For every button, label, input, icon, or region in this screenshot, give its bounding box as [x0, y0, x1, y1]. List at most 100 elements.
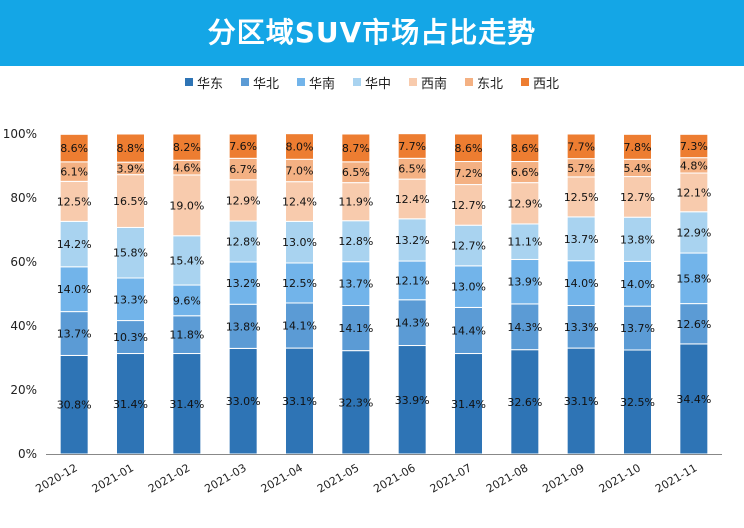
data-label: 8.6% [60, 142, 88, 155]
bar-segment [285, 220, 314, 264]
data-label: 12.5% [282, 277, 317, 290]
bar-segment [566, 260, 596, 307]
y-tick-label: 80% [10, 191, 37, 205]
data-label: 12.1% [676, 186, 711, 199]
data-label: 8.2% [173, 141, 201, 154]
data-label: 13.3% [564, 321, 599, 334]
legend-swatch [465, 78, 474, 86]
bar-segment [228, 133, 258, 159]
legend-swatch [296, 78, 305, 86]
data-label: 7.7% [398, 140, 426, 153]
bar-segment [172, 174, 202, 237]
data-label: 14.3% [507, 321, 542, 334]
data-label: 14.1% [282, 320, 317, 333]
data-label: 31.4% [169, 398, 204, 411]
data-label: 13.2% [395, 234, 430, 247]
data-label: 7.7% [567, 140, 595, 153]
title-banner [0, 0, 744, 66]
legend-label: 西南 [421, 76, 448, 92]
bar-segment [566, 133, 596, 160]
data-label: 14.0% [57, 283, 92, 296]
bar-segment [285, 302, 314, 349]
legend-label: 华北 [252, 76, 279, 92]
bar-segment [116, 277, 145, 322]
y-tick-label: 100% [3, 127, 37, 141]
data-label: 13.3% [113, 293, 148, 306]
data-label: 14.2% [57, 238, 92, 251]
bar-segment [116, 133, 145, 163]
bar-segment [285, 181, 314, 222]
bar-segment [285, 347, 314, 455]
data-label: 12.9% [507, 197, 542, 210]
legend-item: 华南 [296, 73, 335, 92]
legend-label: 华东 [196, 76, 223, 92]
data-label: 34.4% [676, 393, 711, 406]
data-label: 12.7% [451, 240, 486, 253]
data-label: 11.8% [169, 329, 204, 342]
x-tick-label: 2021-08 [484, 461, 530, 495]
data-label: 12.7% [451, 199, 486, 212]
bar-segment [341, 133, 371, 163]
data-label: 7.3% [680, 140, 708, 153]
data-label: 3.9% [117, 162, 145, 175]
bar-segment [59, 180, 89, 222]
bar-segment [566, 216, 596, 262]
legend-item: 华东 [184, 73, 223, 92]
bar-segment [116, 226, 145, 279]
data-label: 8.6% [455, 142, 483, 155]
bar-segment [566, 176, 596, 218]
data-label: 30.8% [57, 399, 92, 412]
bar-segment [397, 345, 427, 455]
bar-segment [116, 353, 145, 455]
bar-segment [228, 220, 258, 263]
data-label: 15.8% [676, 272, 711, 285]
legend: 华东 华北 华南 华中 西南 东北 西北 [0, 70, 744, 94]
legend-item: 东北 [465, 73, 503, 92]
bar-segment [397, 133, 427, 159]
data-label: 13.7% [338, 278, 373, 291]
bar-segment [623, 133, 652, 160]
legend-item: 西北 [521, 73, 559, 92]
x-tick-label: 2021-11 [653, 461, 699, 495]
data-label: 8.0% [286, 140, 314, 153]
y-tick-label: 0% [18, 447, 37, 461]
bar-segment [454, 306, 483, 355]
legend-swatch [184, 78, 193, 86]
bar-segment [397, 178, 427, 220]
bar-segment [679, 252, 709, 305]
data-label: 12.8% [226, 236, 261, 249]
data-label: 14.0% [620, 278, 655, 291]
data-label: 12.8% [338, 235, 373, 248]
bar-segment [679, 133, 709, 159]
bar-segment [228, 179, 258, 222]
bar-segment [454, 224, 483, 267]
data-label: 13.0% [282, 236, 317, 249]
data-label: 5.4% [624, 162, 652, 175]
x-tick-label: 2021-04 [259, 461, 305, 495]
legend-label: 华南 [308, 76, 335, 92]
data-label: 12.4% [282, 196, 317, 209]
data-label: 33.9% [395, 394, 430, 407]
data-label: 7.0% [286, 164, 314, 177]
data-label: 15.4% [169, 254, 204, 267]
data-label: 4.8% [680, 159, 708, 172]
data-label: 12.5% [57, 195, 92, 208]
bar-segment [454, 133, 483, 163]
data-label: 33.1% [564, 395, 599, 408]
data-label: 31.4% [451, 398, 486, 411]
data-label: 6.7% [229, 163, 257, 176]
data-label: 13.7% [620, 322, 655, 335]
bar-segment [59, 354, 89, 455]
bar-segment [679, 303, 709, 345]
data-label: 6.5% [342, 166, 370, 179]
bar-segment [397, 218, 427, 262]
x-tick-label: 2021-06 [371, 461, 417, 495]
data-label: 7.2% [455, 167, 483, 180]
bar-segment [623, 176, 652, 218]
chart-title: 分区域SUV市场占比走势 [207, 16, 537, 49]
bar-segment [679, 211, 709, 254]
data-label: 8.7% [342, 142, 370, 155]
data-label: 6.5% [398, 163, 426, 176]
x-tick-label: 2021-01 [90, 461, 136, 495]
